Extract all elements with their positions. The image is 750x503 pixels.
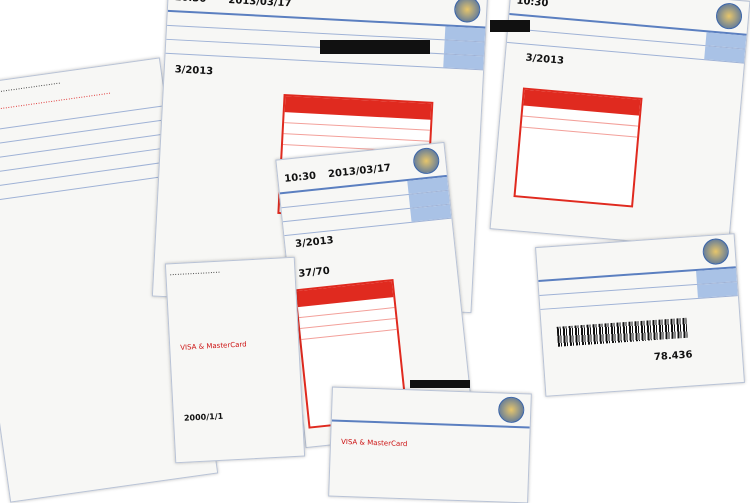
payment-methods: VISA & MasterCard <box>180 340 247 352</box>
logo-icon <box>701 237 730 266</box>
bill-month: 3/2013 <box>174 64 214 78</box>
bill-amount: 78.436 <box>653 349 693 364</box>
redaction-bar <box>410 380 470 388</box>
bill-since-date: 2000/1/1 <box>183 411 224 423</box>
bill-top-right: 10:30 3/2013 <box>489 0 750 250</box>
bill-month: 3/2013 <box>525 52 565 67</box>
payment-methods: VISA & MasterCard <box>340 437 408 449</box>
logo-icon <box>497 396 525 424</box>
bill-ratio: 37/70 <box>297 265 331 280</box>
barcode <box>556 317 688 347</box>
bill-month: 3/2013 <box>294 235 335 251</box>
bill-time: 10:30 <box>174 0 206 5</box>
bill-bottom-left: .................... VISA & MasterCard 2… <box>164 256 306 464</box>
logo-icon <box>453 0 481 24</box>
bill-time: 10:30 <box>516 0 549 10</box>
logo-icon <box>411 146 441 176</box>
bill-time: 10:30 <box>283 170 317 185</box>
bill-date: 2013/03/17 <box>228 0 292 10</box>
logo-icon <box>714 2 744 31</box>
bill-bottom-center: VISA & MasterCard <box>328 386 532 503</box>
previous-subsidy-box <box>513 87 643 208</box>
redaction-bar <box>490 20 530 32</box>
bill-date: 2013/03/17 <box>327 162 392 181</box>
redaction-bar <box>320 40 430 54</box>
bill-right: 78.436 <box>535 233 745 397</box>
